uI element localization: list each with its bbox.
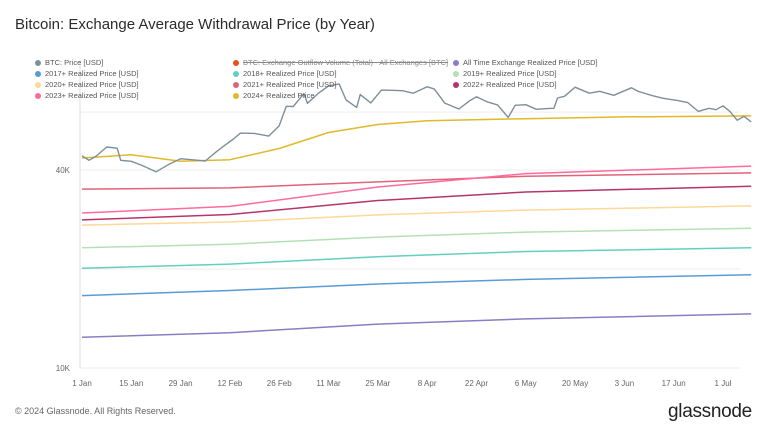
x-tick-label: 25 Mar: [365, 379, 390, 388]
x-tick-label: 26 Feb: [267, 379, 292, 388]
legend-item[interactable]: 2021+ Realized Price [USD]: [233, 80, 337, 89]
legend-item[interactable]: 2019+ Realized Price [USD]: [453, 69, 557, 78]
x-tick-label: 3 Jun: [615, 379, 635, 388]
legend-dot-icon: [453, 81, 459, 88]
series-line-2020-realized-price-usd: [81, 205, 752, 226]
x-tick-label: 1 Jul: [715, 379, 732, 388]
series-line-2021-realized-price-usd: [81, 172, 752, 190]
legend-label: 2021+ Realized Price [USD]: [243, 80, 337, 89]
legend-dot-icon: [453, 59, 459, 66]
legend-item[interactable]: 2024+ Realized Price: [233, 91, 315, 100]
legend-item[interactable]: BTC: Price [USD]: [35, 58, 103, 67]
x-tick-label: 12 Feb: [217, 379, 242, 388]
x-tick-label: 6 May: [515, 379, 537, 388]
legend-dot-icon: [233, 81, 239, 88]
series-line-2018-realized-price-usd: [81, 247, 752, 270]
legend-label: 2022+ Realized Price [USD]: [463, 80, 557, 89]
series-line-all-time-exchange-realized-price-usd: [81, 313, 752, 339]
legend-label: 2019+ Realized Price [USD]: [463, 69, 557, 78]
legend-dot-icon: [233, 92, 239, 99]
copyright: © 2024 Glassnode. All Rights Reserved.: [15, 406, 176, 416]
legend-label: 2017+ Realized Price [USD]: [45, 69, 139, 78]
y-tick-label: 40K: [56, 166, 71, 175]
legend-item[interactable]: 2023+ Realized Price [USD]: [35, 91, 139, 100]
legend-label: All Time Exchange Realized Price [USD]: [463, 58, 598, 67]
x-tick-label: 15 Jan: [119, 379, 143, 388]
x-tick-label: 11 Mar: [316, 379, 341, 388]
legend-dot-icon: [233, 59, 239, 66]
x-tick-label: 20 May: [562, 379, 588, 388]
legend-dot-icon: [35, 81, 41, 88]
legend-item[interactable]: 2018+ Realized Price [USD]: [233, 69, 337, 78]
legend-label: 2024+ Realized Price: [243, 91, 315, 100]
series-line-2022-realized-price-usd: [81, 185, 752, 221]
series-line-2024-realized-price: [81, 115, 752, 163]
legend-item[interactable]: All Time Exchange Realized Price [USD]: [453, 58, 598, 67]
series-line-btc-price-usd: [81, 83, 752, 173]
legend-dot-icon: [233, 70, 239, 77]
legend-dot-icon: [35, 59, 41, 66]
x-tick-label: 22 Apr: [465, 379, 488, 388]
chart-title: Bitcoin: Exchange Average Withdrawal Pri…: [15, 16, 375, 33]
legend-label: BTC: Price [USD]: [45, 58, 104, 67]
legend-label: 2023+ Realized Price [USD]: [45, 91, 139, 100]
legend-dot-icon: [453, 70, 459, 77]
legend-item[interactable]: BTC: Exchange Outflow Volume (Total) - A…: [233, 58, 448, 67]
x-tick-label: 17 Jun: [662, 379, 686, 388]
legend-label: 2020+ Realized Price [USD]: [45, 80, 139, 89]
glassnode-logo: glassnode: [668, 401, 752, 422]
series-line-2019-realized-price-usd: [81, 227, 752, 249]
legend-item[interactable]: 2017+ Realized Price [USD]: [35, 69, 139, 78]
legend-label: BTC: Exchange Outflow Volume (Total) - A…: [243, 58, 449, 67]
x-tick-label: 1 Jan: [72, 379, 92, 388]
legend-dot-icon: [35, 92, 41, 99]
legend-dot-icon: [35, 70, 41, 77]
series-line-2017-realized-price-usd: [81, 274, 752, 297]
x-tick-label: 8 Apr: [418, 379, 437, 388]
series-line-2023-realized-price-usd: [81, 165, 752, 214]
legend-item[interactable]: 2020+ Realized Price [USD]: [35, 80, 139, 89]
x-tick-label: 29 Jan: [169, 379, 193, 388]
legend-item[interactable]: 2022+ Realized Price [USD]: [453, 80, 557, 89]
legend-label: 2018+ Realized Price [USD]: [243, 69, 337, 78]
y-tick-label: 10K: [56, 364, 71, 373]
